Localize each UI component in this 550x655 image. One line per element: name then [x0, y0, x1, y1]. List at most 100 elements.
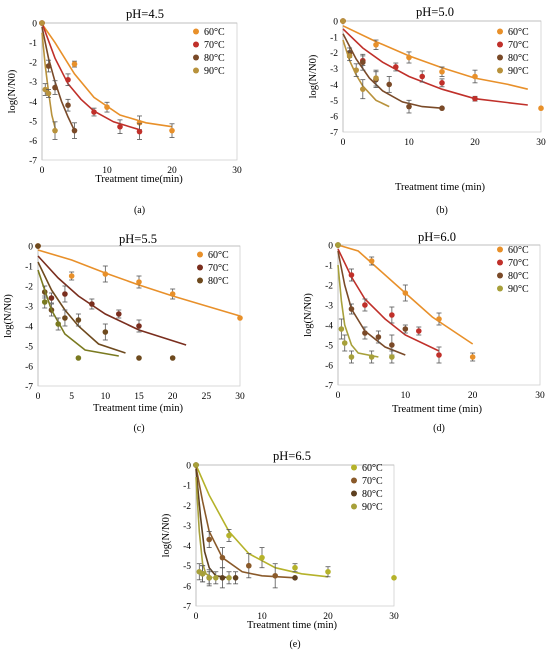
data-point [206, 536, 212, 543]
data-point [104, 104, 110, 110]
x-axis-label: Treatment time (min) [247, 620, 338, 631]
data-point [362, 330, 368, 336]
data-point [62, 315, 68, 321]
data-point [341, 340, 348, 346]
data-point [45, 90, 52, 97]
y-tick-label: -6 [183, 582, 191, 592]
data-point [391, 575, 397, 581]
data-point [42, 86, 49, 93]
series-3 [35, 243, 176, 361]
fit-curve [41, 23, 173, 128]
legend-label: 60°C [204, 27, 225, 38]
data-point [436, 352, 442, 358]
panel-label: (c) [133, 423, 144, 434]
data-point [348, 272, 355, 278]
legend-marker [193, 41, 199, 48]
y-axis-label: log(N/N0) [3, 294, 14, 338]
data-point [406, 103, 412, 110]
x-tick-label: 30 [389, 612, 399, 622]
series-4 [37, 269, 119, 361]
legend-label: 70°C [208, 263, 229, 274]
legend-label: 80°C [204, 53, 225, 64]
data-point [226, 575, 232, 581]
data-point [439, 68, 445, 75]
data-point [272, 572, 279, 579]
fit-curve [37, 261, 126, 354]
y-tick-label: -7 [325, 382, 333, 392]
legend-label: 80°C [362, 489, 383, 500]
data-point [89, 301, 95, 307]
data-point [340, 18, 346, 24]
data-point [362, 302, 368, 308]
data-point [335, 242, 341, 248]
legend-marker [193, 54, 199, 61]
data-point [169, 355, 176, 361]
y-tick-label: -3 [325, 302, 333, 312]
y-tick-label: -4 [29, 98, 37, 108]
y-tick-label: -1 [25, 263, 33, 273]
y-axis-label: log(N/N0) [161, 513, 172, 557]
legend-label: 80°C [208, 276, 229, 287]
legend-marker [351, 503, 357, 510]
x-axis-label: Treatment time(min) [95, 174, 183, 185]
x-tick-label: 25 [202, 392, 212, 402]
x-axis-label: Treatment time (min) [395, 182, 486, 193]
fit-curve [195, 466, 296, 579]
data-point [45, 63, 52, 69]
data-point [75, 317, 82, 323]
data-point [116, 311, 122, 317]
data-point [213, 575, 219, 581]
legend-label: 60°C [508, 245, 529, 256]
x-tick-label: 30 [535, 391, 545, 401]
data-point [373, 41, 379, 48]
fit-curve [337, 248, 440, 352]
y-tick-label: -3 [29, 78, 37, 88]
data-point [375, 334, 382, 340]
y-tick-label: -7 [29, 157, 37, 167]
data-point [348, 354, 355, 360]
data-point [48, 295, 55, 301]
fit-curve [37, 255, 187, 346]
legend-label: 70°C [508, 258, 529, 269]
fit-curve [195, 477, 213, 579]
panel-label: (b) [436, 205, 448, 216]
data-point [136, 323, 142, 329]
legend-label: 90°C [508, 66, 529, 77]
y-tick-label: 0 [28, 243, 33, 253]
legend-marker [197, 251, 203, 258]
data-point [538, 105, 544, 112]
x-tick-label: 15 [134, 392, 144, 402]
y-tick-label: -2 [325, 282, 333, 292]
x-tick-label: 10 [257, 612, 267, 622]
x-tick-label: 0 [341, 138, 346, 148]
x-tick-label: 5 [69, 392, 74, 402]
series-1 [340, 18, 544, 112]
legend-label: 70°C [508, 40, 529, 51]
y-tick-label: 0 [333, 18, 338, 28]
data-point [206, 575, 212, 581]
x-tick-label: 0 [40, 166, 45, 176]
legend-marker [351, 477, 357, 484]
series-1 [35, 243, 243, 321]
legend-marker [197, 277, 203, 284]
series-3 [39, 20, 78, 139]
panel-label: (a) [134, 205, 145, 216]
data-point [41, 299, 48, 305]
legend-marker [193, 67, 199, 74]
data-point [419, 73, 426, 80]
data-point [226, 532, 232, 539]
legend-marker [351, 490, 357, 497]
data-point [136, 120, 143, 126]
data-point [193, 462, 199, 468]
x-tick-label: 10 [401, 391, 411, 401]
legend-marker [497, 28, 503, 35]
legend-marker [351, 464, 357, 471]
legend-marker [497, 259, 503, 266]
y-axis-label: log(N/N0) [7, 69, 18, 113]
series-1 [335, 242, 476, 362]
y-tick-label: -2 [183, 502, 191, 512]
data-point [232, 575, 239, 581]
